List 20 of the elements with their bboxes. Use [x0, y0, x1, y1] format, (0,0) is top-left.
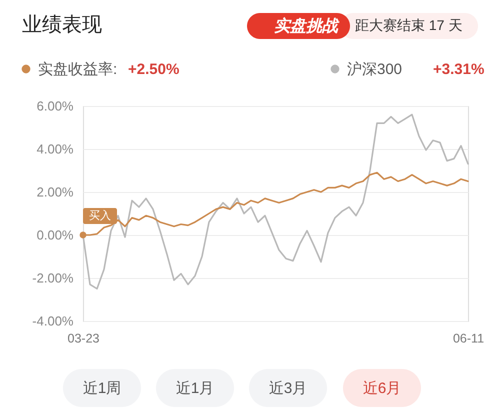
text: +3.31% [433, 61, 484, 78]
text: 实盘挑战 [274, 17, 340, 35]
y-tick-label: -4.00% [32, 314, 74, 328]
legend-label: 沪深300 [347, 61, 402, 78]
legend-label: 实盘收益率: [38, 61, 118, 78]
text: 近3月 [268, 380, 308, 397]
x-tick-label: 03-23 [68, 332, 100, 346]
y-tick-label: -2.00% [32, 270, 74, 286]
text: +2.50% [128, 61, 180, 78]
text: 近1月 [176, 380, 214, 397]
text: 近6月 [362, 380, 402, 397]
annotation: 买入 [89, 209, 111, 222]
x-tick-label: 06-11 [452, 332, 484, 346]
y-tick-label: 2.00% [36, 184, 74, 200]
y-tick-label: 0.00% [36, 228, 74, 242]
y-tick-label: 4.00% [36, 142, 74, 156]
y-tick-label: 6.00% [36, 98, 74, 114]
text: 近1周 [82, 380, 122, 397]
text: 距大赛结束 17 天 [355, 17, 462, 33]
chart-title: 业绩表现 [22, 14, 102, 36]
